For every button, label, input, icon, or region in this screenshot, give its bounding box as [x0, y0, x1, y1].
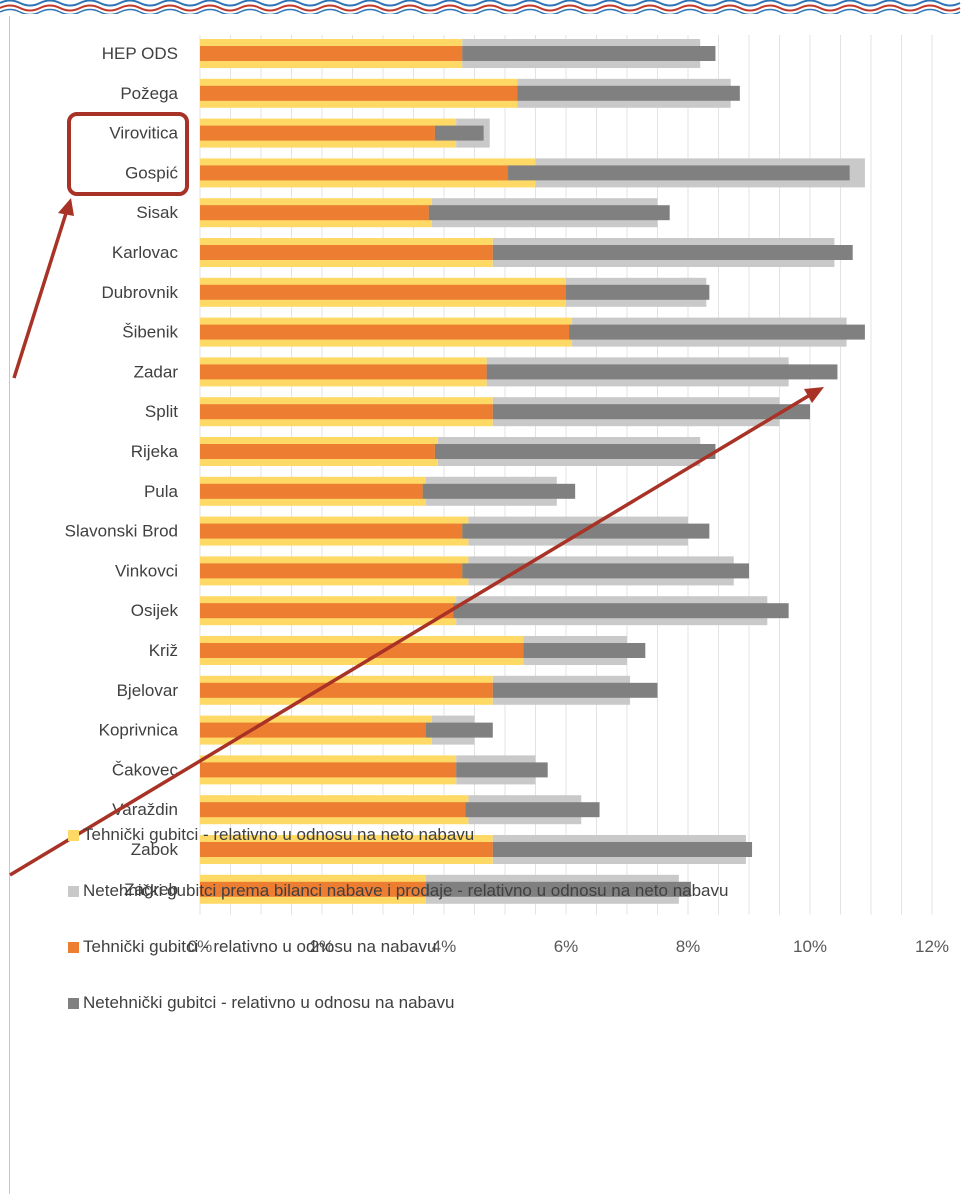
- x-tick-label: 4%: [432, 937, 457, 956]
- bar-netech-nabava: [462, 46, 716, 61]
- bar-tech-nabava: [200, 125, 435, 141]
- bar-tech-nabava: [200, 563, 463, 579]
- bar-tech-nabava: [200, 483, 423, 499]
- bar-tech-nabava: [200, 802, 466, 818]
- highlight-box: [67, 112, 189, 196]
- category-label: Gospić: [125, 163, 178, 182]
- bar-netech-nabava: [462, 563, 749, 579]
- bar-tech-nabava: [200, 165, 509, 181]
- bar-netech-nabava: [492, 404, 810, 420]
- bar-netech-nabava: [425, 722, 493, 738]
- bar-netech-nabava: [492, 245, 853, 260]
- annotation-arrow: [12, 209, 69, 379]
- category-label: Čakovec: [112, 760, 179, 779]
- bar-tech-nabava: [200, 245, 493, 260]
- legend-swatch: [68, 829, 79, 841]
- annotations: [9, 112, 824, 877]
- bars: [200, 39, 865, 904]
- top-decorative-border: [0, 0, 961, 14]
- legend-swatch: [68, 885, 79, 897]
- bar-netech-nabava: [508, 165, 850, 181]
- bar-netech-nabava: [456, 762, 548, 778]
- legend-item-tech-neto: Tehnički gubitci - relativno u odnosu na…: [68, 825, 474, 845]
- category-label: Požega: [120, 84, 178, 103]
- bar-tech-nabava: [200, 284, 566, 300]
- legend-label: Tehnički gubitci - relativno u odnosu na…: [83, 937, 437, 956]
- bar-tech-nabava: [200, 643, 524, 658]
- bar-tech-nabava: [200, 404, 493, 420]
- category-label: Sisak: [136, 203, 178, 222]
- bar-netech-nabava: [492, 842, 753, 857]
- category-label: Koprivnica: [99, 721, 179, 740]
- legend-item-netech-neto: Netehnički gubitci prema bilanci nabave …: [68, 881, 728, 901]
- bar-tech-nabava: [200, 881, 426, 897]
- bar-netech-nabava: [492, 682, 658, 698]
- bar-netech-nabava: [465, 802, 600, 818]
- bar-tech-nabava: [200, 324, 570, 340]
- x-axis-tick-labels: 0% 2% 4% 6% 8% 10% 12%: [188, 937, 949, 956]
- bar-netech-nabava: [523, 643, 646, 658]
- legend-item-netech-nabava: Netehnički gubitci - relativno u odnosu …: [68, 993, 454, 1013]
- bar-tech-nabava: [200, 205, 429, 221]
- bar-netech-nabava: [434, 444, 716, 459]
- category-label: Zabok: [131, 840, 179, 859]
- bar-tech-nabava: [200, 444, 435, 459]
- bar-netech-nabava: [453, 603, 789, 619]
- bar-netech-nabava: [517, 85, 740, 101]
- bar-netech-nabava: [569, 324, 865, 340]
- x-tick-label: 10%: [793, 937, 827, 956]
- category-labels: HEP ODS Požega Virovitica Gospić Sisak Karlov…: [65, 44, 179, 899]
- legend-label: Netehnički gubitci - relativno u odnosu …: [83, 993, 455, 1012]
- bar-tech-nabava: [200, 364, 487, 380]
- arrowhead-icon: [58, 198, 74, 216]
- bar-tech-nabava: [200, 603, 454, 619]
- bar-tech-nabava: [200, 523, 463, 539]
- category-label: Šibenik: [122, 323, 178, 342]
- bar-netech-nabava: [428, 205, 670, 221]
- bar-tech-nabava: [200, 762, 457, 778]
- category-label: Bjelovar: [117, 681, 179, 700]
- category-label: Karlovac: [112, 243, 179, 262]
- x-tick-label: 8%: [676, 937, 701, 956]
- category-label: Slavonski Brod: [65, 522, 178, 541]
- category-label: Rijeka: [131, 442, 179, 461]
- x-tick-label: 12%: [915, 937, 949, 956]
- category-label: Dubrovnik: [101, 283, 178, 302]
- category-label: Osijek: [131, 601, 179, 620]
- x-tick-label: 6%: [554, 937, 579, 956]
- category-label: HEP ODS: [102, 44, 178, 63]
- bar-tech-nabava: [200, 842, 493, 857]
- category-label: Zadar: [134, 362, 179, 381]
- bar-netech-nabava: [422, 483, 576, 499]
- x-tick-label: 2%: [310, 937, 335, 956]
- legend-item-tech-nabava: Tehnički gubitci - relativno u odnosu na…: [68, 937, 436, 957]
- bar-tech-nabava: [200, 85, 518, 101]
- category-label: Pula: [144, 482, 179, 501]
- category-label: Zagreb: [124, 880, 178, 899]
- bar-tech-nabava: [200, 722, 426, 738]
- bar-netech-nabava: [566, 284, 710, 300]
- bar-tech-nabava: [200, 682, 493, 698]
- category-label: Split: [145, 402, 178, 421]
- bar-netech-nabava: [486, 364, 838, 380]
- bar-netech-nabava: [434, 125, 484, 141]
- legend-label: Tehnički gubitci - relativno u odnosu na…: [83, 825, 475, 844]
- x-tick-label: 0%: [188, 937, 213, 956]
- category-label: Križ: [149, 641, 178, 660]
- legend-swatch: [68, 941, 79, 953]
- annotation-arrow: [9, 393, 811, 877]
- left-border-line: [9, 16, 10, 1194]
- bar-tech-nabava: [200, 46, 463, 61]
- bar-netech-nabava: [425, 881, 692, 897]
- legend-swatch: [68, 997, 79, 1009]
- stacked-bar-chart: HEP ODS Požega Virovitica Gospić Sisak Karlov…: [9, 35, 949, 956]
- arrowhead-icon: [804, 387, 824, 403]
- category-label: Vinkovci: [115, 561, 178, 580]
- category-label: Virovitica: [109, 124, 178, 143]
- legend-label: Netehnički gubitci prema bilanci nabave …: [83, 881, 729, 900]
